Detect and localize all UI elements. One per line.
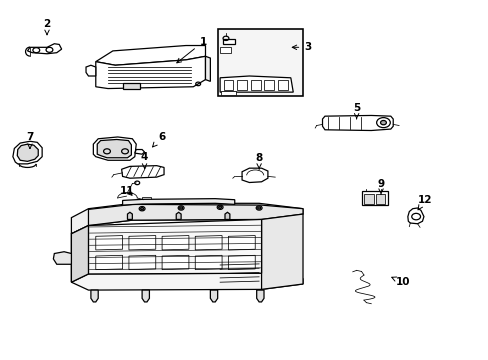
- Circle shape: [218, 206, 221, 208]
- Text: 6: 6: [152, 132, 165, 147]
- Polygon shape: [71, 203, 303, 234]
- Polygon shape: [27, 44, 61, 54]
- Bar: [220, 47, 230, 53]
- Polygon shape: [210, 290, 217, 302]
- Text: 1: 1: [177, 37, 206, 63]
- Polygon shape: [53, 252, 71, 264]
- Text: 2: 2: [43, 19, 51, 35]
- Bar: [363, 194, 373, 204]
- Polygon shape: [96, 45, 205, 65]
- Polygon shape: [93, 137, 136, 160]
- Text: 5: 5: [352, 103, 360, 119]
- Polygon shape: [228, 235, 255, 250]
- Polygon shape: [91, 290, 98, 302]
- Polygon shape: [256, 290, 264, 302]
- Polygon shape: [129, 235, 156, 250]
- Bar: [361, 192, 387, 205]
- Polygon shape: [195, 255, 222, 270]
- Polygon shape: [122, 83, 140, 89]
- Polygon shape: [142, 290, 149, 302]
- Polygon shape: [220, 76, 293, 92]
- Polygon shape: [322, 116, 392, 131]
- Polygon shape: [407, 208, 423, 224]
- Polygon shape: [162, 235, 188, 250]
- Polygon shape: [96, 255, 122, 270]
- Polygon shape: [242, 168, 267, 183]
- Polygon shape: [97, 139, 131, 158]
- Polygon shape: [71, 273, 303, 290]
- Text: 11: 11: [120, 186, 135, 196]
- Polygon shape: [17, 144, 38, 161]
- Text: 7: 7: [26, 132, 34, 148]
- Circle shape: [141, 208, 143, 210]
- Circle shape: [179, 207, 182, 209]
- Text: 8: 8: [255, 153, 262, 169]
- Bar: [221, 91, 235, 95]
- Bar: [278, 80, 287, 90]
- Polygon shape: [71, 226, 88, 282]
- Bar: [237, 80, 246, 90]
- Polygon shape: [96, 235, 122, 250]
- Bar: [264, 80, 274, 90]
- Polygon shape: [228, 255, 255, 270]
- Polygon shape: [127, 212, 132, 220]
- Text: 10: 10: [391, 277, 409, 287]
- Bar: [223, 39, 235, 44]
- Polygon shape: [71, 226, 88, 282]
- Polygon shape: [195, 235, 222, 250]
- Text: 3: 3: [292, 42, 311, 52]
- Bar: [142, 197, 151, 202]
- Polygon shape: [96, 56, 205, 89]
- Polygon shape: [86, 65, 96, 76]
- Polygon shape: [135, 149, 144, 154]
- Polygon shape: [88, 220, 261, 274]
- Polygon shape: [122, 199, 234, 205]
- Polygon shape: [261, 214, 303, 289]
- Polygon shape: [162, 255, 188, 270]
- Circle shape: [380, 121, 386, 125]
- Polygon shape: [122, 166, 163, 178]
- Polygon shape: [88, 204, 303, 226]
- Polygon shape: [224, 212, 229, 220]
- Text: 12: 12: [417, 195, 431, 210]
- Bar: [250, 80, 260, 90]
- Polygon shape: [205, 56, 210, 81]
- Text: 9: 9: [377, 179, 384, 194]
- Polygon shape: [13, 141, 42, 164]
- Polygon shape: [129, 255, 156, 270]
- Bar: [217, 30, 303, 96]
- Circle shape: [411, 213, 420, 220]
- Text: 4: 4: [141, 152, 148, 168]
- Circle shape: [257, 207, 260, 209]
- Bar: [223, 80, 233, 90]
- Bar: [375, 194, 385, 204]
- Polygon shape: [176, 212, 181, 220]
